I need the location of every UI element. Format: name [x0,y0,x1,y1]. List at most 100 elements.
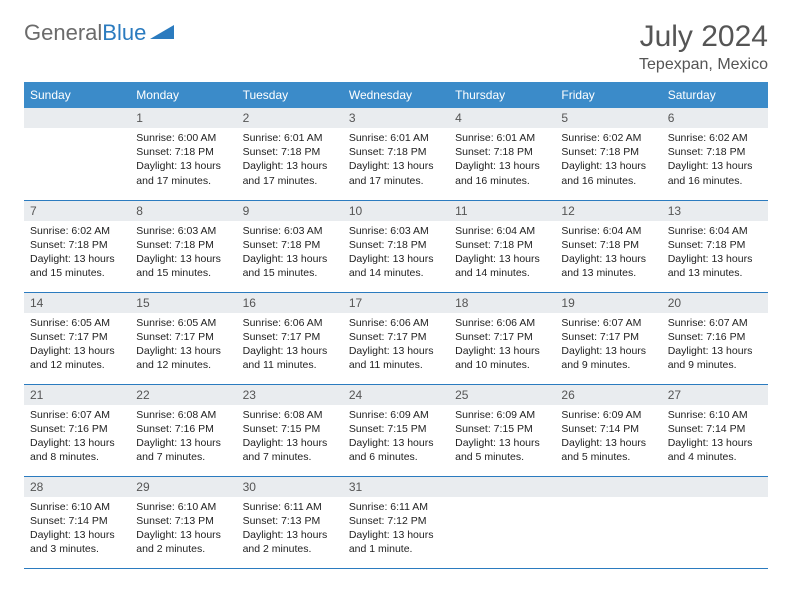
day-data: Sunrise: 6:08 AMSunset: 7:15 PMDaylight:… [237,405,343,469]
day-data: Sunrise: 6:07 AMSunset: 7:17 PMDaylight:… [555,313,661,377]
calendar-cell: 14Sunrise: 6:05 AMSunset: 7:17 PMDayligh… [24,292,130,384]
weekday-header: Thursday [449,82,555,108]
calendar-cell: 26Sunrise: 6:09 AMSunset: 7:14 PMDayligh… [555,384,661,476]
day-number: 24 [343,385,449,405]
weekday-header: Sunday [24,82,130,108]
day-data: Sunrise: 6:02 AMSunset: 7:18 PMDaylight:… [662,128,768,192]
day-data: Sunrise: 6:01 AMSunset: 7:18 PMDaylight:… [449,128,555,192]
day-data: Sunrise: 6:02 AMSunset: 7:18 PMDaylight:… [555,128,661,192]
day-data: Sunrise: 6:04 AMSunset: 7:18 PMDaylight:… [662,221,768,285]
day-number: 26 [555,385,661,405]
day-number: 25 [449,385,555,405]
calendar-cell: 9Sunrise: 6:03 AMSunset: 7:18 PMDaylight… [237,200,343,292]
calendar-cell [662,476,768,568]
calendar-cell: 11Sunrise: 6:04 AMSunset: 7:18 PMDayligh… [449,200,555,292]
day-data: Sunrise: 6:02 AMSunset: 7:18 PMDaylight:… [24,221,130,285]
calendar-cell: 20Sunrise: 6:07 AMSunset: 7:16 PMDayligh… [662,292,768,384]
day-number: 9 [237,201,343,221]
calendar-cell: 28Sunrise: 6:10 AMSunset: 7:14 PMDayligh… [24,476,130,568]
logo-triangle-icon [148,23,176,43]
month-title: July 2024 [639,20,768,54]
day-number: 12 [555,201,661,221]
day-data: Sunrise: 6:10 AMSunset: 7:14 PMDaylight:… [24,497,130,561]
day-number: 3 [343,108,449,128]
calendar-cell: 1Sunrise: 6:00 AMSunset: 7:18 PMDaylight… [130,108,236,200]
calendar-cell: 31Sunrise: 6:11 AMSunset: 7:12 PMDayligh… [343,476,449,568]
day-data: Sunrise: 6:09 AMSunset: 7:14 PMDaylight:… [555,405,661,469]
calendar-cell: 18Sunrise: 6:06 AMSunset: 7:17 PMDayligh… [449,292,555,384]
day-number: 10 [343,201,449,221]
calendar-cell: 23Sunrise: 6:08 AMSunset: 7:15 PMDayligh… [237,384,343,476]
calendar-cell: 16Sunrise: 6:06 AMSunset: 7:17 PMDayligh… [237,292,343,384]
day-data: Sunrise: 6:04 AMSunset: 7:18 PMDaylight:… [449,221,555,285]
calendar-cell: 8Sunrise: 6:03 AMSunset: 7:18 PMDaylight… [130,200,236,292]
weekday-header: Saturday [662,82,768,108]
day-data: Sunrise: 6:03 AMSunset: 7:18 PMDaylight:… [130,221,236,285]
calendar-cell: 12Sunrise: 6:04 AMSunset: 7:18 PMDayligh… [555,200,661,292]
day-number: 17 [343,293,449,313]
calendar-cell: 5Sunrise: 6:02 AMSunset: 7:18 PMDaylight… [555,108,661,200]
day-number: 15 [130,293,236,313]
day-number: 30 [237,477,343,497]
day-data: Sunrise: 6:09 AMSunset: 7:15 PMDaylight:… [449,405,555,469]
calendar-cell: 29Sunrise: 6:10 AMSunset: 7:13 PMDayligh… [130,476,236,568]
day-data: Sunrise: 6:03 AMSunset: 7:18 PMDaylight:… [237,221,343,285]
calendar-cell: 21Sunrise: 6:07 AMSunset: 7:16 PMDayligh… [24,384,130,476]
calendar-cell: 25Sunrise: 6:09 AMSunset: 7:15 PMDayligh… [449,384,555,476]
calendar-table: SundayMondayTuesdayWednesdayThursdayFrid… [24,82,768,569]
day-data: Sunrise: 6:08 AMSunset: 7:16 PMDaylight:… [130,405,236,469]
day-data: Sunrise: 6:03 AMSunset: 7:18 PMDaylight:… [343,221,449,285]
calendar-cell: 10Sunrise: 6:03 AMSunset: 7:18 PMDayligh… [343,200,449,292]
day-data: Sunrise: 6:04 AMSunset: 7:18 PMDaylight:… [555,221,661,285]
day-data: Sunrise: 6:11 AMSunset: 7:13 PMDaylight:… [237,497,343,561]
day-data: Sunrise: 6:06 AMSunset: 7:17 PMDaylight:… [343,313,449,377]
day-data: Sunrise: 6:10 AMSunset: 7:13 PMDaylight:… [130,497,236,561]
calendar-cell [449,476,555,568]
weekday-header: Tuesday [237,82,343,108]
day-number: 21 [24,385,130,405]
day-number: 6 [662,108,768,128]
day-data: Sunrise: 6:01 AMSunset: 7:18 PMDaylight:… [237,128,343,192]
day-number: 11 [449,201,555,221]
day-data: Sunrise: 6:07 AMSunset: 7:16 PMDaylight:… [662,313,768,377]
location: Tepexpan, Mexico [639,56,768,74]
calendar-cell: 22Sunrise: 6:08 AMSunset: 7:16 PMDayligh… [130,384,236,476]
day-data: Sunrise: 6:05 AMSunset: 7:17 PMDaylight:… [130,313,236,377]
calendar-cell: 6Sunrise: 6:02 AMSunset: 7:18 PMDaylight… [662,108,768,200]
day-number: 7 [24,201,130,221]
calendar-cell: 7Sunrise: 6:02 AMSunset: 7:18 PMDaylight… [24,200,130,292]
day-number: 19 [555,293,661,313]
day-number: 18 [449,293,555,313]
day-number: 5 [555,108,661,128]
day-data: Sunrise: 6:06 AMSunset: 7:17 PMDaylight:… [237,313,343,377]
day-number: 2 [237,108,343,128]
day-number: 28 [24,477,130,497]
logo-text: GeneralBlue [24,20,146,46]
day-data: Sunrise: 6:11 AMSunset: 7:12 PMDaylight:… [343,497,449,561]
calendar-cell: 17Sunrise: 6:06 AMSunset: 7:17 PMDayligh… [343,292,449,384]
day-number: 1 [130,108,236,128]
day-number: 27 [662,385,768,405]
day-data: Sunrise: 6:05 AMSunset: 7:17 PMDaylight:… [24,313,130,377]
day-number: 29 [130,477,236,497]
logo: GeneralBlue [24,20,176,46]
calendar-cell [555,476,661,568]
calendar-cell: 4Sunrise: 6:01 AMSunset: 7:18 PMDaylight… [449,108,555,200]
weekday-header: Monday [130,82,236,108]
calendar-cell: 15Sunrise: 6:05 AMSunset: 7:17 PMDayligh… [130,292,236,384]
day-data: Sunrise: 6:09 AMSunset: 7:15 PMDaylight:… [343,405,449,469]
day-number: 22 [130,385,236,405]
day-number: 23 [237,385,343,405]
day-data: Sunrise: 6:07 AMSunset: 7:16 PMDaylight:… [24,405,130,469]
calendar-cell: 3Sunrise: 6:01 AMSunset: 7:18 PMDaylight… [343,108,449,200]
day-data: Sunrise: 6:10 AMSunset: 7:14 PMDaylight:… [662,405,768,469]
calendar-cell: 24Sunrise: 6:09 AMSunset: 7:15 PMDayligh… [343,384,449,476]
weekday-header: Friday [555,82,661,108]
calendar-cell: 13Sunrise: 6:04 AMSunset: 7:18 PMDayligh… [662,200,768,292]
calendar-cell [24,108,130,200]
day-number: 31 [343,477,449,497]
day-data: Sunrise: 6:00 AMSunset: 7:18 PMDaylight:… [130,128,236,192]
calendar-cell: 2Sunrise: 6:01 AMSunset: 7:18 PMDaylight… [237,108,343,200]
calendar-cell: 19Sunrise: 6:07 AMSunset: 7:17 PMDayligh… [555,292,661,384]
day-number: 14 [24,293,130,313]
